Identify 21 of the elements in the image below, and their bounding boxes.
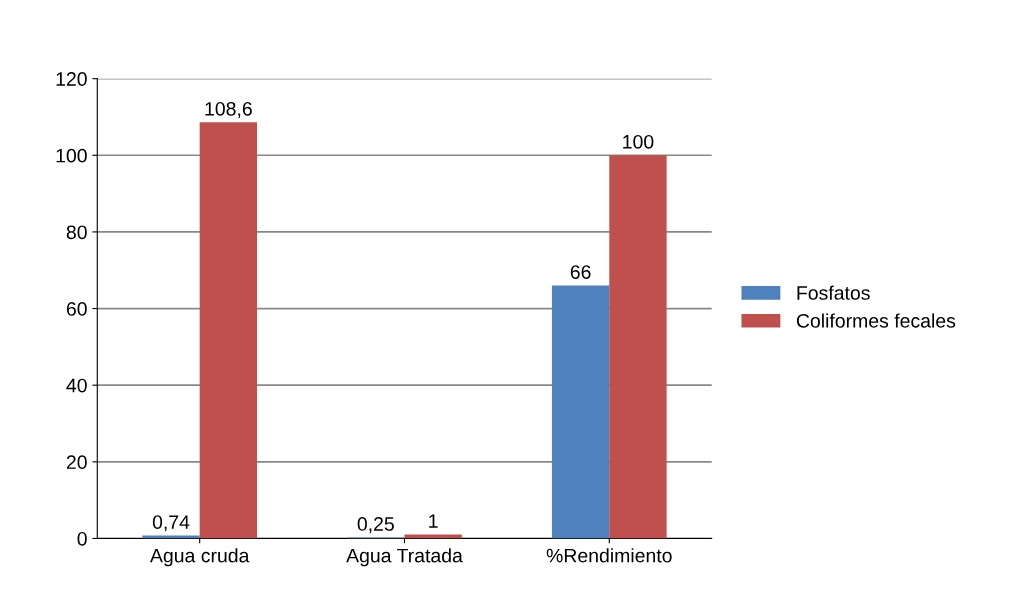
y-tick-label: 20 <box>66 455 87 470</box>
bar <box>609 155 667 539</box>
bar <box>551 285 610 539</box>
bar <box>199 122 258 539</box>
x-tick-label: Agua Tratada <box>346 548 463 567</box>
data-label: 1 <box>429 514 438 528</box>
data-label: 100 <box>623 134 654 149</box>
y-tick-label: 0 <box>77 531 87 546</box>
legend-label: Fosfatos <box>797 285 870 300</box>
x-tick-label: %Rendimiento <box>546 548 672 563</box>
x-tick-label: Agua cruda <box>150 548 250 567</box>
legend-label: Coliformes fecales <box>796 313 956 328</box>
y-tick-label: 40 <box>66 378 87 393</box>
data-label: 66 <box>570 265 591 279</box>
y-tick-label: 80 <box>66 225 87 240</box>
data-label: 108,6 <box>205 101 252 119</box>
y-tick-label: 100 <box>56 148 87 163</box>
y-tick-label: 60 <box>66 302 87 316</box>
y-tick-label: 120 <box>56 72 87 86</box>
data-label: 0,25 <box>357 517 394 534</box>
data-label: 0,74 <box>152 515 190 532</box>
